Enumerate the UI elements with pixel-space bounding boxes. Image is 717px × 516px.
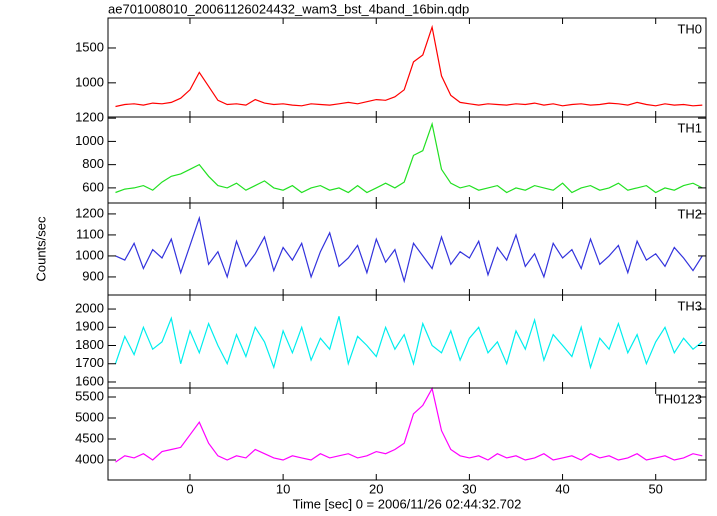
- y-tick-label: 1000: [75, 247, 104, 262]
- y-tick-label: 1600: [75, 373, 104, 388]
- y-tick-label: 1500: [75, 39, 104, 54]
- x-tick-label: 0: [186, 481, 193, 496]
- y-tick-label: 1200: [75, 110, 104, 125]
- x-tick-label: 40: [555, 481, 569, 496]
- series-label: TH3: [677, 298, 702, 313]
- series-line: [115, 121, 703, 194]
- series-line: [115, 386, 703, 463]
- y-tick-label: 600: [82, 179, 104, 194]
- x-tick-label: 30: [462, 481, 476, 496]
- x-tick-label: 20: [369, 481, 383, 496]
- panel-frame: [107, 17, 707, 118]
- series-label: TH0: [677, 21, 702, 36]
- y-tick-label: 1100: [76, 226, 104, 241]
- y-tick-label: 4000: [75, 451, 104, 466]
- chart-title: ae701008010_20061126024432_wam3_bst_4ban…: [108, 1, 469, 16]
- panel-frame: [107, 116, 707, 204]
- y-tick-label: 800: [82, 156, 104, 171]
- panel-frame: [107, 387, 707, 481]
- y-tick-label: 1800: [75, 337, 104, 352]
- y-tick-label: 5000: [75, 409, 104, 424]
- y-tick-label: 1200: [75, 205, 104, 220]
- y-tick-label: 1700: [75, 355, 104, 370]
- y-tick-label: 1000: [75, 133, 104, 148]
- x-axis-label: Time [sec] 0 = 2006/11/26 02:44:32.702: [293, 496, 522, 511]
- x-tick-label: 50: [648, 481, 662, 496]
- y-tick-label: 1000: [75, 74, 104, 89]
- y-tick-label: 4500: [75, 430, 104, 445]
- y-tick-label: 5500: [75, 388, 104, 403]
- x-tick-label: 10: [276, 481, 290, 496]
- y-tick-label: 2000: [75, 300, 104, 315]
- series-label: TH1: [677, 120, 702, 135]
- y-tick-label: 900: [82, 268, 104, 283]
- y-axis-label: Counts/sec: [33, 216, 48, 282]
- series-line: [115, 215, 703, 284]
- series-line: [114, 316, 703, 370]
- series-label: TH0123: [656, 391, 702, 406]
- y-tick-label: 1900: [75, 319, 104, 334]
- series-label: TH2: [677, 206, 702, 221]
- panel-frame: [107, 202, 707, 296]
- series-line: [115, 24, 703, 108]
